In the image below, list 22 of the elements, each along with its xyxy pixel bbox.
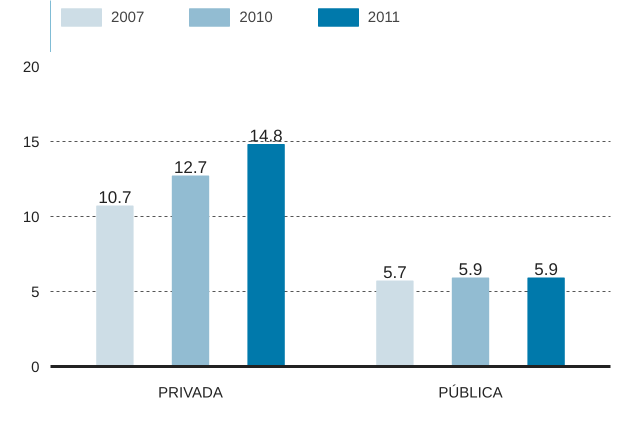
data-label: 12.7 [174,158,208,177]
data-label: 5.7 [383,263,407,282]
bar [452,278,490,366]
bar [527,278,565,366]
data-label: 10.7 [98,188,132,207]
y-tick-label: 0 [31,359,40,376]
data-label: 5.9 [458,260,482,279]
legend-label: 2007 [111,8,144,26]
y-tick-label: 10 [22,209,40,226]
x-tick-label: PRIVADA [158,384,223,402]
bar [96,206,134,366]
x-tick-label: PÚBLICA [438,384,503,402]
bar [376,280,414,366]
bar [172,176,210,366]
y-tick-label: 15 [22,134,40,151]
y-tick-label: 5 [31,284,40,301]
data-label: 14.8 [250,126,283,146]
legend-label: 2010 [239,8,273,26]
y-tick-label: 20 [22,59,40,76]
data-label: 5.9 [534,260,558,279]
legend-label: 2011 [368,8,400,26]
bar [247,144,285,366]
